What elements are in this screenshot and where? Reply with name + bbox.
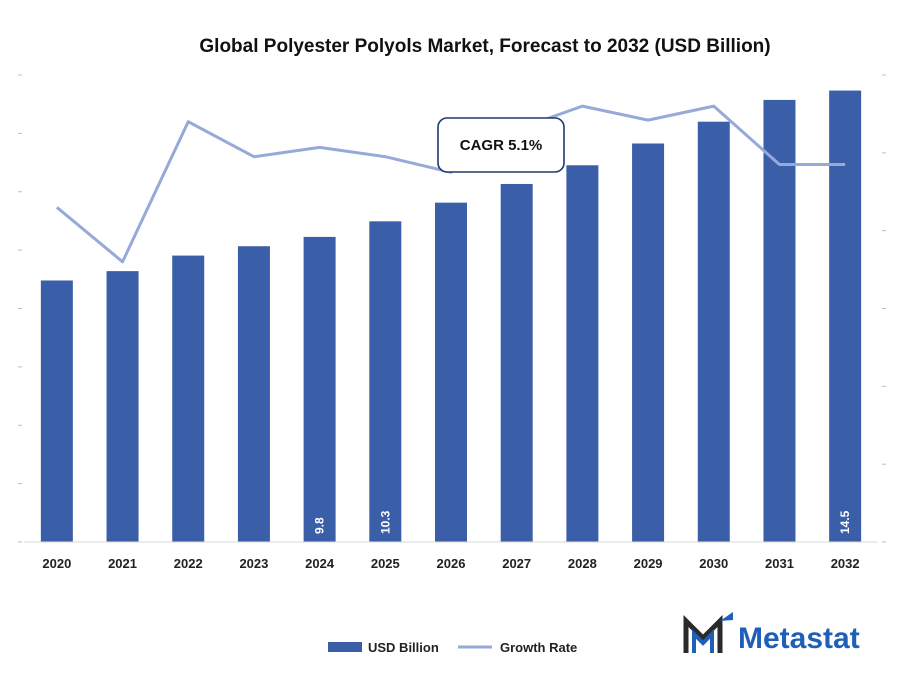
bar-2026	[435, 202, 467, 542]
bar-2031	[763, 99, 796, 542]
cagr-label: CAGR 5.1%	[460, 137, 543, 154]
bar-2030	[697, 121, 730, 542]
x-tick-label-2026: 2026	[437, 556, 466, 571]
bar-2025	[369, 221, 402, 542]
bar-2022	[172, 255, 205, 542]
x-tick-label-2032: 2032	[831, 556, 860, 571]
bar-2020	[40, 280, 73, 542]
x-tick-label-2023: 2023	[239, 556, 268, 571]
bar-2021	[106, 271, 139, 542]
x-tick-labels: 2020 2021 2022 2023 2024 2025 2026 2027 2028 2029…	[42, 556, 859, 571]
data-label-2024: 9.8	[313, 517, 327, 534]
bar-series	[40, 90, 862, 543]
left-axis-ticks	[18, 74, 22, 543]
data-labels: 9.8 10.3 14.5	[313, 510, 853, 534]
bar-2023	[237, 246, 270, 542]
metastat-m-logo-icon	[683, 612, 733, 653]
bar-2029	[632, 143, 665, 542]
x-tick-label-2028: 2028	[568, 556, 597, 571]
x-tick-label-2030: 2030	[699, 556, 728, 571]
brand-name: Metastat	[738, 622, 860, 655]
x-tick-label-2020: 2020	[42, 556, 71, 571]
x-tick-label-2029: 2029	[634, 556, 663, 571]
x-tick-label-2022: 2022	[174, 556, 203, 571]
data-label-2032: 14.5	[838, 510, 852, 534]
x-tick-label-2024: 2024	[305, 556, 335, 571]
bar-2027	[500, 183, 533, 542]
bar-2028	[566, 165, 599, 542]
cagr-box	[437, 117, 565, 173]
x-tick-label-2031: 2031	[765, 556, 794, 571]
x-tick-label-2021: 2021	[108, 556, 137, 571]
bar-2024	[303, 236, 336, 543]
right-axis-ticks	[882, 74, 886, 543]
metastat-logo: Metastat	[683, 612, 860, 655]
x-tick-label-2027: 2027	[502, 556, 531, 571]
legend-label-growth-rate: Growth Rate	[500, 640, 577, 655]
bar-2032	[829, 90, 862, 543]
cagr-annotation: CAGR 5.1%	[437, 117, 565, 173]
x-tick-label-2025: 2025	[371, 556, 400, 571]
legend-label-usd-billion: USD Billion	[368, 640, 439, 655]
legend: USD Billion Growth Rate	[328, 640, 577, 655]
chart-title: Global Polyester Polyols Market, Forecas…	[199, 36, 770, 57]
data-label-2025: 10.3	[378, 510, 392, 534]
legend-swatch-usd-billion	[328, 642, 362, 652]
